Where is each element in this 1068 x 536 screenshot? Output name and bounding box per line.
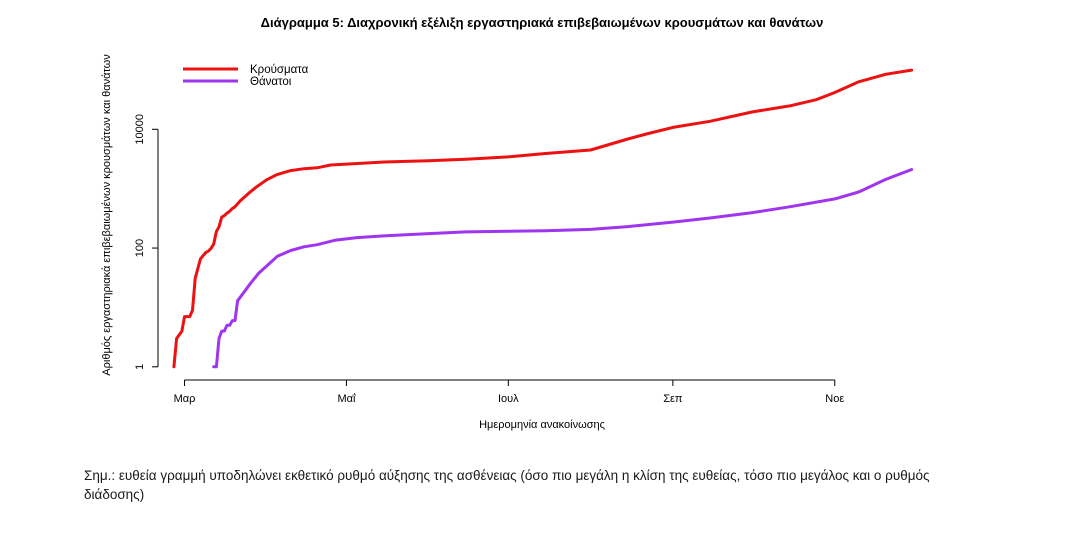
y-axis-label: Αριθμός εργαστηριακά επιβεβαιωμένων κρου…	[101, 54, 113, 376]
x-tick-label: Σεπ	[663, 393, 683, 405]
x-tick-label: Μαΐ	[337, 393, 356, 405]
x-axis-label: Ημερομηνία ανακοίνωσης	[479, 419, 605, 431]
x-tick-label: Νοε	[825, 393, 844, 405]
y-tick-label: 100	[134, 239, 146, 257]
chart-title: Διάγραμμα 5: Διαχρονική εξέλιξη εργαστηρ…	[261, 15, 824, 30]
chart: Διάγραμμα 5: Διαχρονική εξέλιξη εργαστηρ…	[101, 15, 914, 431]
legend-label: Κρούσματα	[250, 64, 309, 76]
series-line-1	[172, 68, 914, 369]
x-tick-label: Ιουλ	[498, 393, 519, 405]
y-tick-label: 1	[134, 364, 146, 370]
axes: Μαρ Μαΐ Ιουλ Σεπ Νοε 1 100 10000	[134, 114, 844, 405]
series-line-2	[212, 168, 914, 369]
chart-note: Σημ.: ευθεία γραμμή υποδηλώνει εκθετικό …	[84, 468, 930, 502]
series-layer	[172, 68, 914, 369]
y-tick-label: 10000	[134, 114, 146, 145]
x-tick-label: Μαρ	[174, 393, 196, 405]
legend-label: Θάνατοι	[250, 76, 292, 88]
